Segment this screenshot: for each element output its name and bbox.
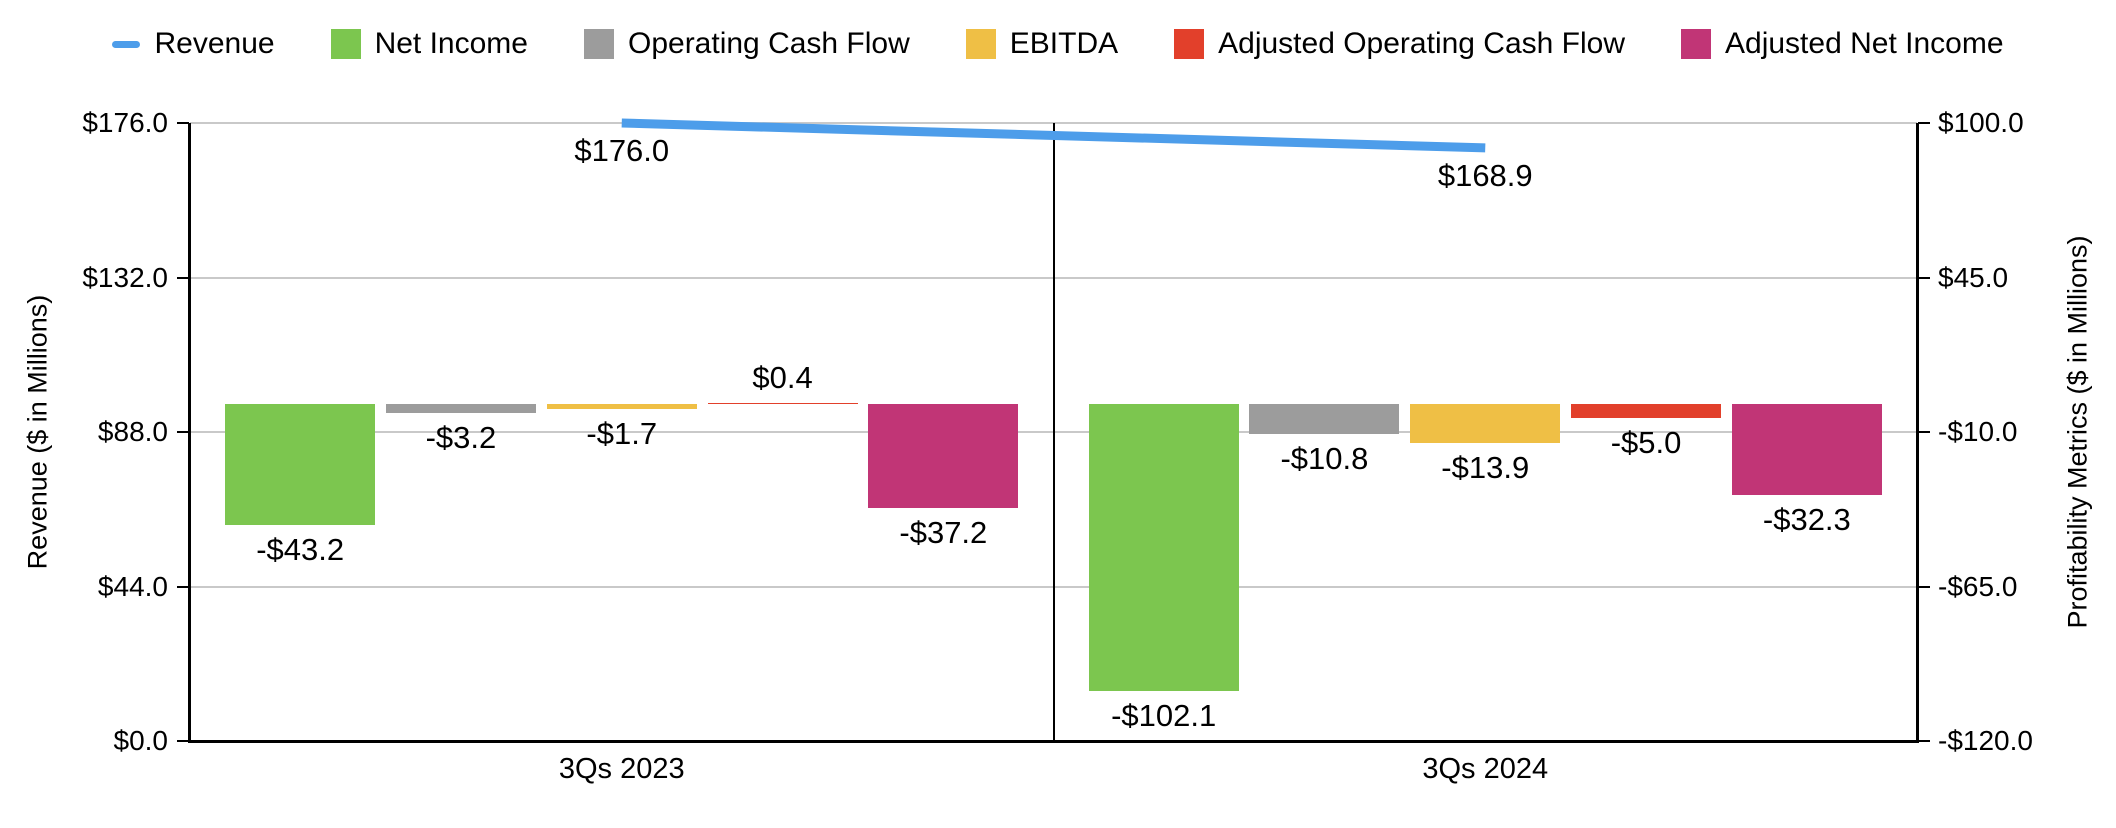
left-axis-tick-label: $44.0 bbox=[97, 570, 168, 602]
right-axis-tick bbox=[1918, 276, 1930, 279]
left-axis-tick bbox=[177, 122, 189, 124]
left-axis-line bbox=[188, 123, 191, 743]
legend-label: Revenue bbox=[154, 27, 275, 60]
bottom-axis-line bbox=[188, 740, 1918, 743]
category-label: 3Qs 2024 bbox=[1422, 753, 1549, 785]
right-axis-title: Profitability Metrics ($ in Millions) bbox=[2062, 235, 2093, 629]
bar-ebitda bbox=[546, 403, 697, 409]
bar-operating-cash-flow bbox=[385, 403, 536, 413]
bar-value-label: -$10.8 bbox=[1280, 441, 1369, 477]
right-axis-tick bbox=[1918, 585, 1930, 588]
left-axis-tick bbox=[177, 431, 189, 433]
bar-value-label: -$1.7 bbox=[586, 415, 658, 451]
legend-label: Operating Cash Flow bbox=[627, 27, 910, 60]
legend-label: Net Income bbox=[374, 27, 528, 60]
legend-swatch-icon bbox=[1681, 29, 1712, 59]
right-axis-tick-label: -$10.0 bbox=[1938, 416, 2018, 447]
legend-label: Adjusted Net Income bbox=[1725, 27, 2004, 60]
bar-adjusted-operating-cash-flow bbox=[1571, 403, 1722, 418]
bar-value-label: $0.4 bbox=[752, 359, 813, 395]
legend-item: EBITDA bbox=[965, 27, 1119, 60]
bar-value-label: -$3.2 bbox=[425, 419, 497, 455]
right-axis-tick bbox=[1918, 122, 1930, 124]
left-axis-tick-label: $132.0 bbox=[82, 261, 168, 293]
bar-adjusted-net-income bbox=[1731, 403, 1882, 495]
category-label: 3Qs 2023 bbox=[558, 753, 685, 785]
legend-swatch-icon bbox=[330, 29, 361, 59]
revenue-point-label: $168.9 bbox=[1437, 157, 1533, 193]
legend-item: Revenue bbox=[112, 27, 275, 60]
left-axis-tick bbox=[177, 276, 189, 279]
category-divider bbox=[1052, 123, 1055, 741]
bar-adjusted-operating-cash-flow bbox=[707, 402, 858, 404]
bar-value-label: -$32.3 bbox=[1762, 501, 1851, 537]
bar-value-label: -$43.2 bbox=[256, 532, 345, 568]
left-axis-tick-label: $0.0 bbox=[113, 725, 169, 756]
legend-label: Adjusted Operating Cash Flow bbox=[1218, 27, 1626, 60]
legend-line-icon bbox=[112, 40, 141, 48]
bar-value-label: -$37.2 bbox=[899, 515, 988, 551]
right-axis-tick-label: -$120.0 bbox=[1938, 725, 2033, 756]
left-axis-tick-label: $88.0 bbox=[97, 416, 168, 447]
right-axis-tick-label: -$65.0 bbox=[1938, 570, 2018, 602]
left-axis-tick bbox=[177, 585, 189, 588]
bar-ebitda bbox=[1410, 403, 1561, 443]
revenue-point-label: $176.0 bbox=[574, 133, 670, 168]
legend-swatch-icon bbox=[965, 29, 996, 59]
right-axis-tick-label: $100.0 bbox=[1938, 107, 2024, 138]
bar-value-label: -$13.9 bbox=[1441, 449, 1530, 485]
bar-value-label: -$102.1 bbox=[1111, 697, 1217, 733]
bar-adjusted-net-income bbox=[868, 403, 1019, 509]
right-axis-line bbox=[1916, 123, 1919, 743]
right-axis-tick bbox=[1918, 431, 1930, 433]
legend-item: Operating Cash Flow bbox=[583, 27, 910, 60]
legend-item: Adjusted Operating Cash Flow bbox=[1174, 29, 1625, 59]
bar-net-income bbox=[225, 403, 376, 526]
right-axis-tick-label: $45.0 bbox=[1938, 261, 2009, 293]
left-axis-tick bbox=[177, 740, 189, 742]
legend-swatch-icon bbox=[583, 29, 614, 59]
right-axis-tick bbox=[1918, 740, 1930, 742]
left-axis-tick-label: $176.0 bbox=[82, 107, 168, 138]
legend-swatch-icon bbox=[1174, 29, 1205, 59]
legend-item: Net Income bbox=[330, 27, 528, 60]
chart-legend: Revenue Net Income Operating Cash Flow EBIT… bbox=[0, 22, 2116, 66]
bar-operating-cash-flow bbox=[1249, 403, 1400, 435]
bar-net-income bbox=[1088, 403, 1239, 691]
bar-value-label: -$5.0 bbox=[1610, 424, 1682, 460]
legend-item: Adjusted Net Income bbox=[1681, 27, 2004, 60]
legend-label: EBITDA bbox=[1009, 27, 1119, 60]
